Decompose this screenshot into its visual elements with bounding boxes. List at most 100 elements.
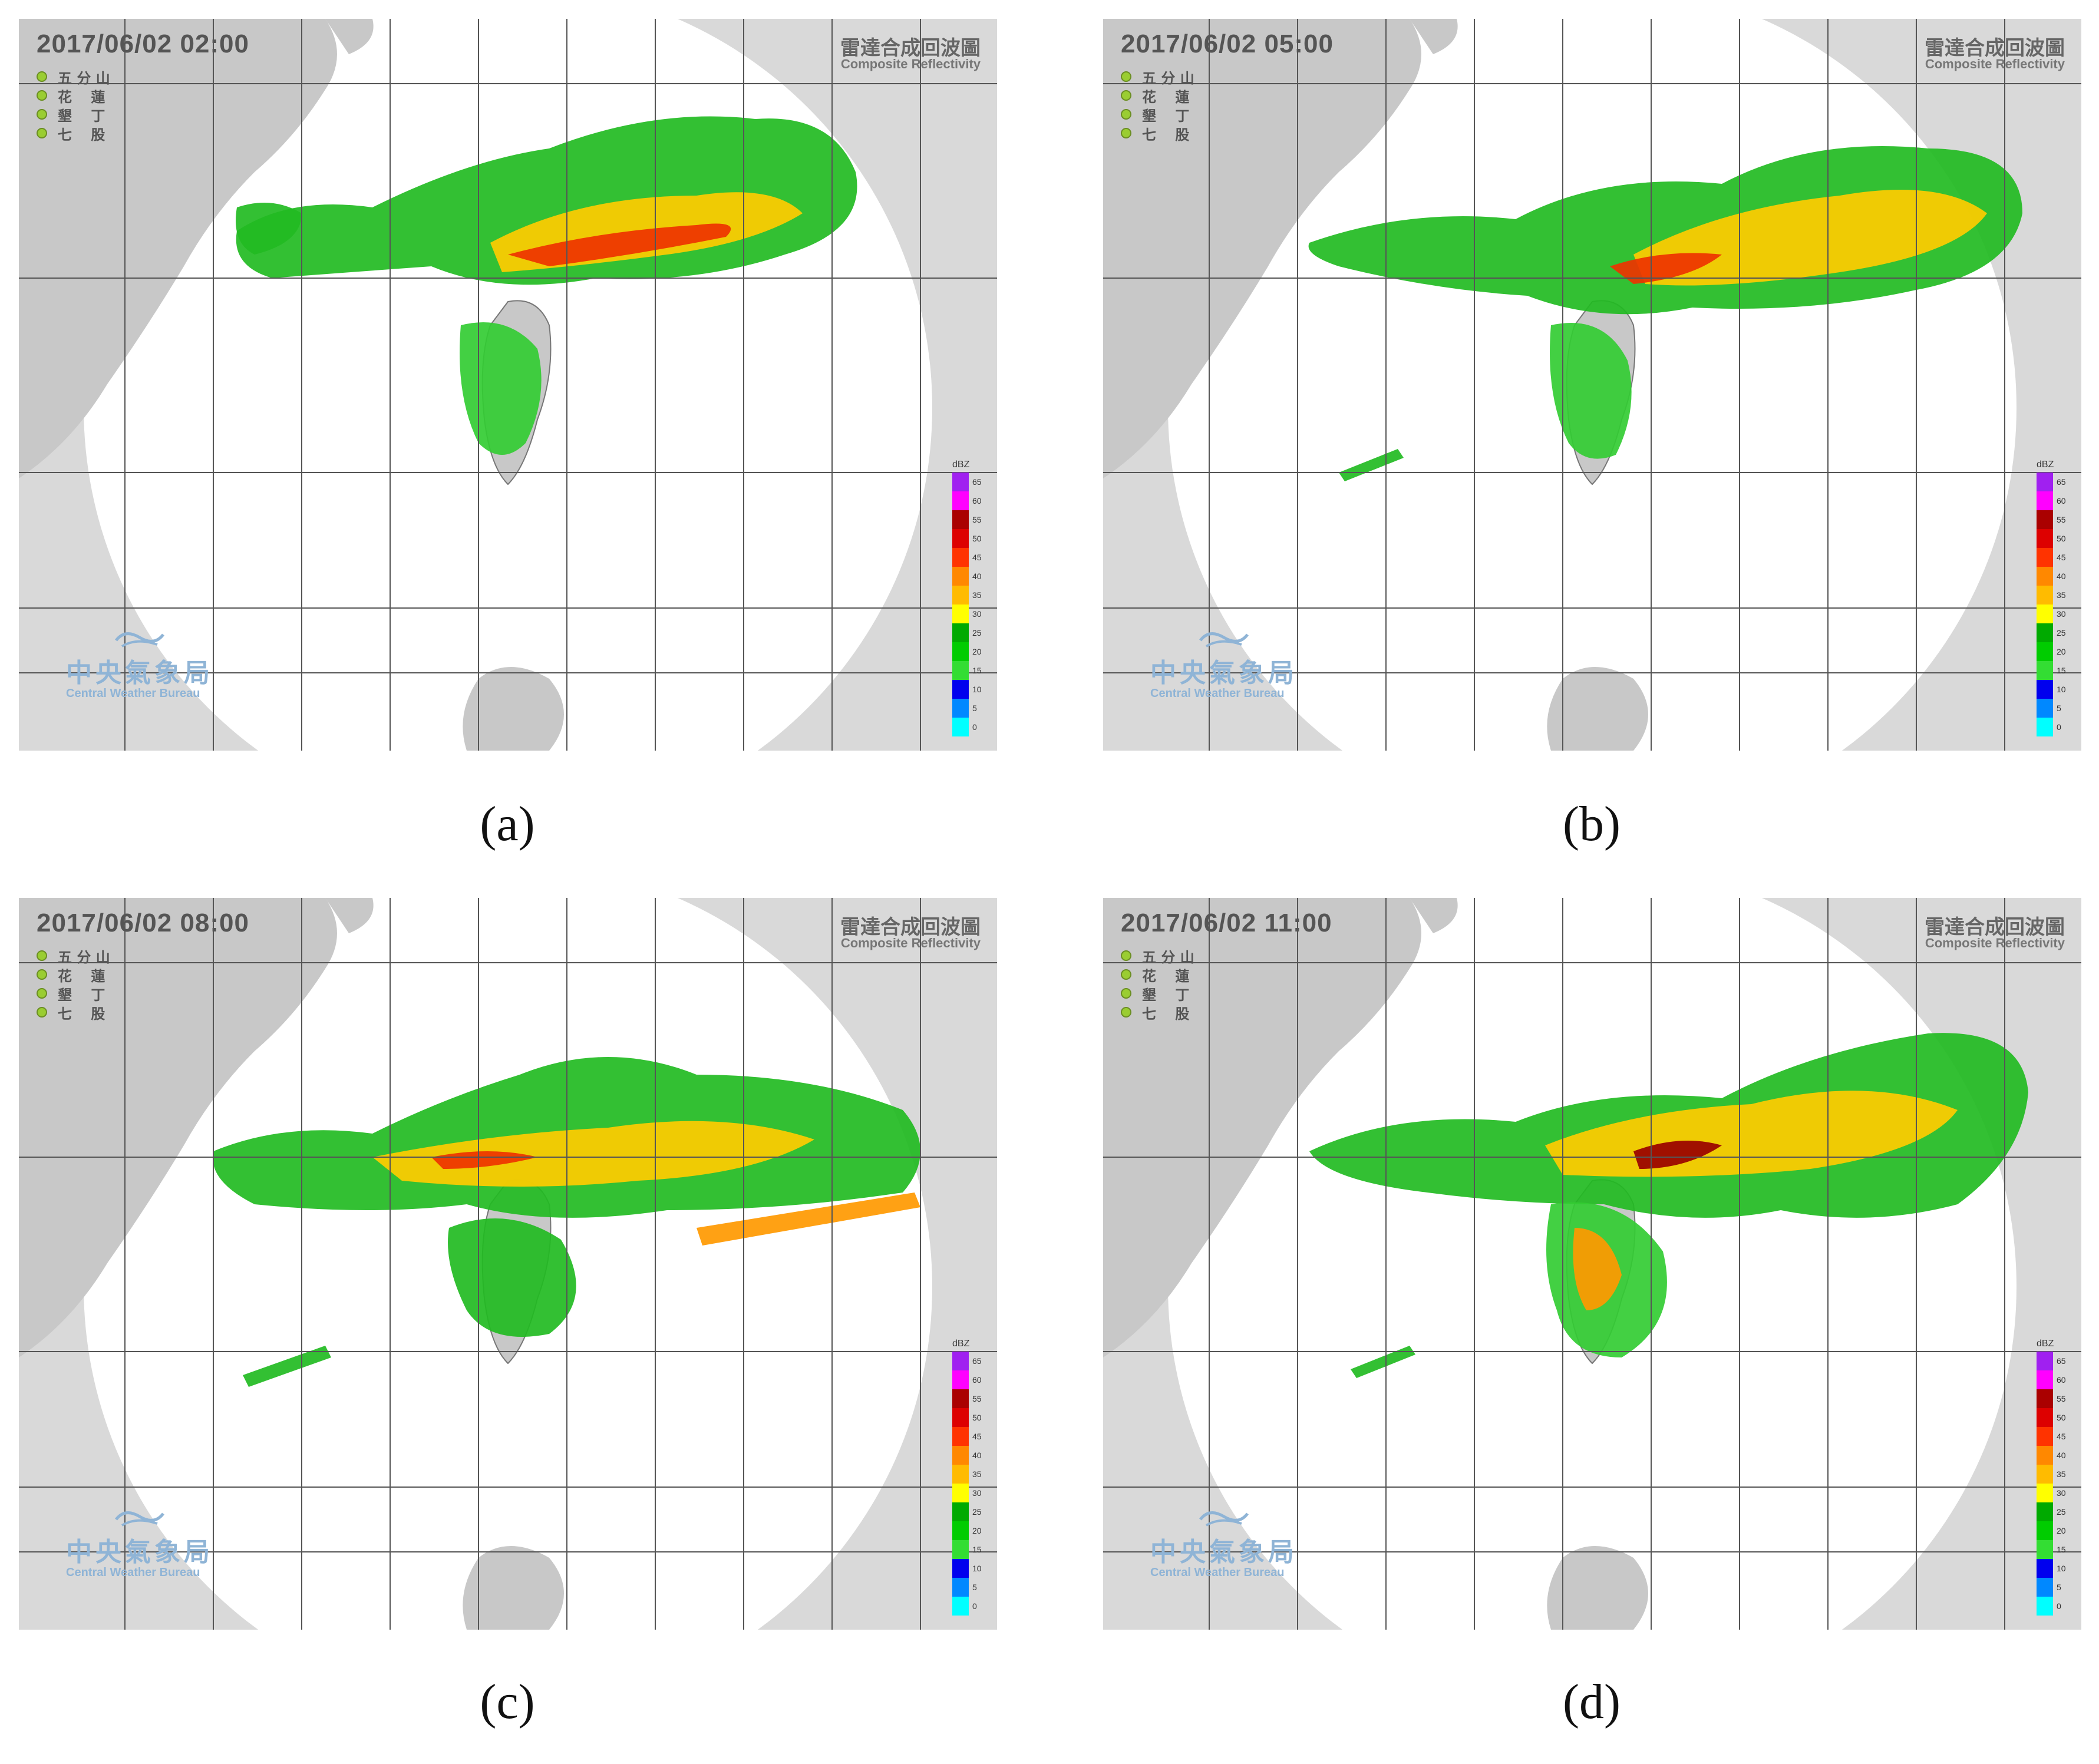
legend-label: 50: [2057, 534, 2066, 543]
dbz-legend: dBZ 65 60 55 50 45 40 35 30 25 20 15 10 5 0: [952, 1339, 988, 1616]
timestamp: 2017/06/02 11:00: [1121, 909, 1332, 937]
timestamp: 2017/06/02 08:00: [37, 909, 249, 937]
legend-item: 5: [2037, 699, 2072, 718]
legend-label: 10: [2057, 1564, 2066, 1573]
station-label: 墾 丁: [1142, 986, 1190, 1003]
legend-item: 35: [2037, 586, 2072, 604]
station-label: 花 蓮: [58, 967, 105, 985]
coast-land: [1410, 19, 1458, 54]
legend-item: 50: [952, 529, 988, 548]
legend-label: 50: [2057, 1413, 2066, 1422]
legend-label: 10: [972, 1564, 982, 1573]
station-item: 五 分 山: [37, 67, 110, 87]
legend-swatch: [952, 1446, 969, 1465]
luzon-land: [1547, 667, 1648, 751]
legend-item: 20: [952, 642, 988, 661]
coast-land: [1410, 898, 1458, 933]
legend-item: 50: [2037, 529, 2072, 548]
legend-label: 55: [972, 1394, 982, 1403]
coast-land: [325, 19, 374, 54]
emblem-wave: [1205, 640, 1242, 648]
legend-item: 65: [2037, 473, 2072, 491]
legend-item: 0: [952, 1597, 988, 1616]
echo-area: [1339, 449, 1404, 481]
legend-unit: dBZ: [952, 1339, 970, 1349]
cwb-name-zh: 中央氣象局: [1150, 658, 1298, 688]
legend-swatch: [952, 510, 969, 529]
legend-swatch: [2037, 529, 2053, 548]
legend-item: 65: [952, 1352, 988, 1370]
legend-label: 55: [2057, 1394, 2066, 1403]
caption-a: (a): [480, 797, 535, 851]
legend-swatch: [2037, 642, 2053, 661]
station-list: 五 分 山花 蓮墾 丁七 股: [37, 946, 110, 1022]
legend-swatch: [2037, 1446, 2053, 1465]
echo-area: [1633, 190, 1987, 286]
legend-item: 10: [2037, 1559, 2072, 1578]
legend-item: 60: [2037, 1370, 2072, 1389]
legend-label: 20: [972, 1526, 982, 1535]
station-label: 五 分 山: [58, 70, 110, 87]
legend-label: 30: [2057, 609, 2066, 619]
luzon-land: [1547, 1546, 1648, 1630]
legend-swatch: [952, 473, 969, 491]
echo-area: [372, 1121, 814, 1187]
radar-map: [19, 898, 997, 1630]
legend-label: 60: [2057, 496, 2066, 506]
legend-item: 10: [2037, 680, 2072, 699]
station-label: 七 股: [58, 1005, 105, 1022]
legend-label: 25: [972, 1507, 982, 1517]
legend-label: 50: [972, 1413, 982, 1422]
legend-item: 60: [952, 491, 988, 510]
echo-area: [1308, 146, 2022, 315]
echo-area: [236, 203, 302, 255]
legend-label: 60: [972, 496, 982, 506]
legend-swatch: [2037, 718, 2053, 736]
timestamp: 2017/06/02 02:00: [37, 29, 249, 58]
legend-swatch: [952, 567, 969, 586]
legend-item: 40: [2037, 567, 2072, 586]
echo-area: [1573, 1228, 1622, 1310]
legend-item: 5: [2037, 1578, 2072, 1597]
station-label: 七 股: [1142, 126, 1190, 143]
legend-item: 45: [952, 1427, 988, 1446]
station-item: 花 蓮: [1121, 965, 1194, 985]
legend-item: 15: [2037, 1540, 2072, 1559]
legend-label: 25: [972, 628, 982, 637]
legend-label: 25: [2057, 1507, 2066, 1517]
legend-item: 55: [952, 510, 988, 529]
legend-label: 0: [972, 722, 977, 732]
legend-label: 50: [972, 534, 982, 543]
cwb-logo: 中央氣象局 Central Weather Bureau: [66, 626, 213, 701]
legend-label: 30: [972, 609, 982, 619]
station-dot-icon: [1121, 969, 1131, 980]
emblem-wave: [121, 640, 158, 648]
legend-label: 20: [2057, 1526, 2066, 1535]
legend-swatch: [2037, 1370, 2053, 1389]
legend-swatch: [952, 1559, 969, 1578]
legend-swatch: [2037, 1540, 2053, 1559]
station-dot-icon: [1121, 988, 1131, 999]
map-title-en: Composite Reflectivity: [840, 936, 981, 950]
legend-label: 65: [972, 477, 982, 487]
mainland-land: [1103, 19, 1421, 478]
caption-c: (c): [480, 1674, 535, 1729]
station-label: 七 股: [1142, 1005, 1190, 1022]
echo-area: [1610, 253, 1722, 284]
legend-item: 60: [2037, 491, 2072, 510]
station-dot-icon: [37, 71, 47, 82]
radar-panel-c: 2017/06/02 08:00 雷達合成回波圖 Composite Refle…: [19, 898, 997, 1630]
legend-item: 10: [952, 1559, 988, 1578]
timestamp: 2017/06/02 05:00: [1121, 29, 1334, 58]
legend-swatch: [2037, 1352, 2053, 1370]
station-label: 七 股: [58, 126, 105, 143]
legend-swatch: [2037, 1502, 2053, 1521]
legend-item: 45: [2037, 1427, 2072, 1446]
legend-swatch: [2037, 567, 2053, 586]
legend-label: 10: [2057, 685, 2066, 694]
station-dot-icon: [1121, 950, 1131, 961]
legend-swatch: [952, 1540, 969, 1559]
caption-b: (b): [1563, 797, 1621, 851]
legend-label: 45: [972, 553, 982, 562]
legend-swatch: [952, 529, 969, 548]
